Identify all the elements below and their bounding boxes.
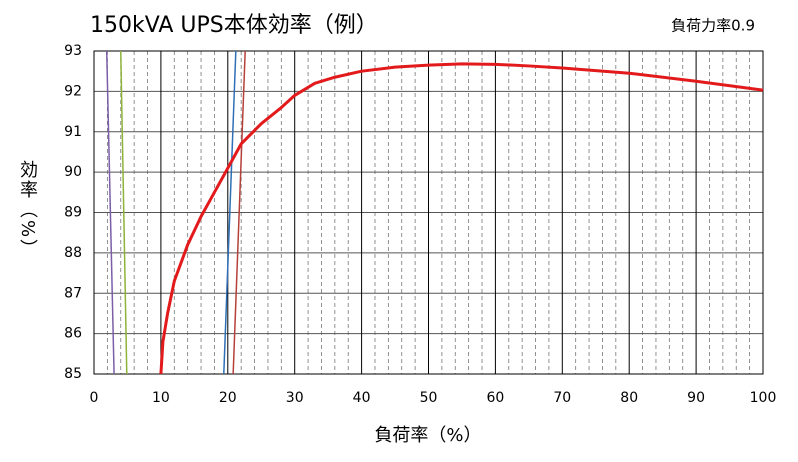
- x-tick-label: 40: [353, 390, 371, 406]
- x-tick-label: 90: [687, 390, 705, 406]
- series-line: [105, 50, 115, 375]
- series-line: [232, 50, 246, 375]
- x-tick-label: 60: [486, 390, 504, 406]
- x-tick-label: 100: [750, 390, 777, 406]
- y-tick-label: 88: [64, 245, 82, 261]
- series-line: [120, 50, 128, 375]
- x-tick-label: 30: [286, 390, 304, 406]
- series-line: [159, 62, 764, 375]
- x-tick-label: 10: [152, 390, 170, 406]
- y-tick-label: 89: [64, 205, 82, 221]
- y-tick-label: 93: [64, 43, 82, 59]
- x-tick-label: 70: [553, 390, 571, 406]
- x-tick-label: 0: [90, 390, 99, 406]
- y-tick-label: 91: [64, 124, 82, 140]
- y-tick-label: 90: [64, 164, 82, 180]
- series-line: [223, 50, 237, 375]
- y-tick-label: 86: [64, 326, 82, 342]
- y-axis-label: 効率（%）: [17, 160, 38, 260]
- y-tick-label: 92: [64, 83, 82, 99]
- y-tick-label: 85: [64, 366, 82, 382]
- y-tick-label: 87: [64, 285, 82, 301]
- x-axis-label: 負荷率（%）: [374, 425, 481, 446]
- plot-frame: [93, 50, 764, 375]
- x-tick-label: 50: [420, 390, 438, 406]
- chart-title: 150kVA UPS本体効率（例）: [90, 13, 378, 38]
- x-tick-label: 20: [219, 390, 237, 406]
- x-tick-label: 80: [620, 390, 638, 406]
- annotation: 負荷力率0.9: [671, 17, 755, 35]
